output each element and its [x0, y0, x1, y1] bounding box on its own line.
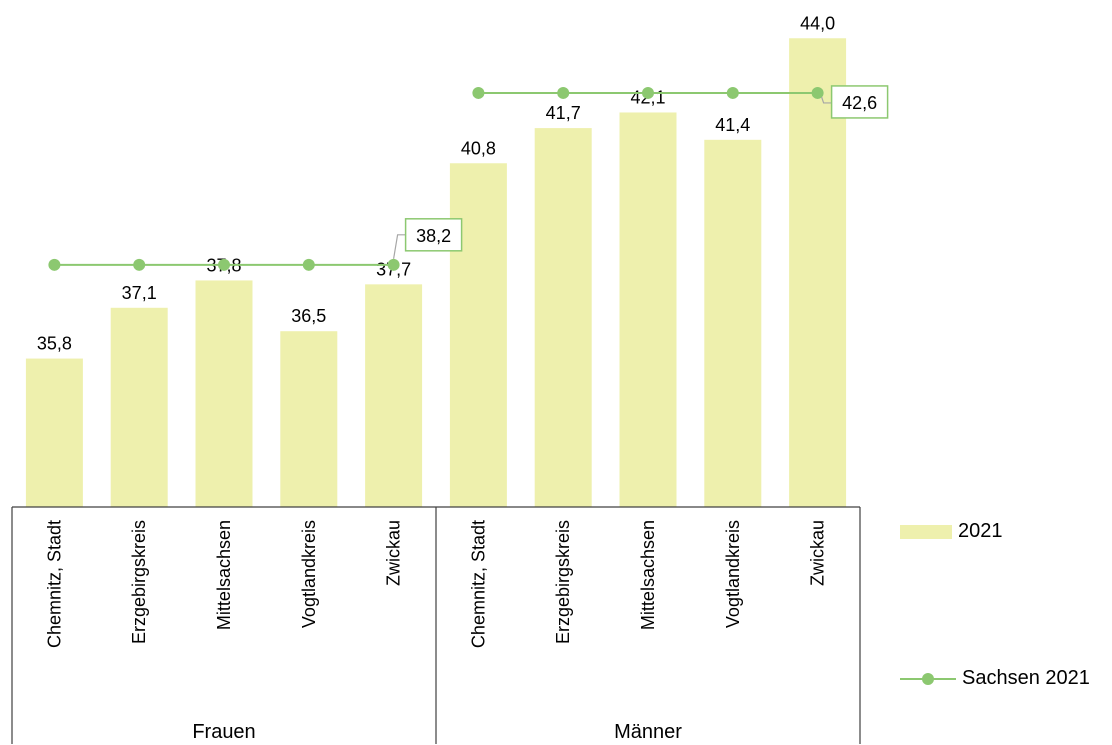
callout-box	[830, 85, 889, 119]
category-label: Vogtlandkreis	[299, 520, 319, 628]
bar	[449, 163, 507, 507]
bar-value-label: 41,7	[546, 103, 581, 123]
bar-value-label: 35,8	[37, 334, 72, 354]
category-label: Erzgebirgskreis	[129, 520, 149, 644]
callout-label: 42,6	[842, 93, 877, 113]
line-point	[557, 86, 570, 99]
legend-bar-label: 2021	[958, 520, 1003, 542]
line-point	[726, 86, 739, 99]
line-point	[133, 258, 146, 271]
bar	[619, 112, 677, 507]
bar	[534, 128, 592, 507]
category-label: Zwickau	[384, 520, 404, 586]
group-label: Männer	[614, 721, 682, 743]
legend-bar-swatch	[900, 524, 952, 539]
bar-value-label: 44,0	[800, 13, 835, 33]
bar-value-label: 40,8	[461, 138, 496, 158]
bar	[195, 280, 253, 507]
callout-box	[404, 218, 463, 252]
category-label: Mittelsachsen	[638, 520, 658, 630]
line-point	[387, 258, 400, 271]
bar-value-label: 41,4	[715, 115, 750, 135]
line-point	[811, 86, 824, 99]
line-point	[302, 258, 315, 271]
category-label: Zwickau	[808, 520, 828, 586]
bar	[25, 358, 83, 507]
group-label: Frauen	[192, 721, 255, 743]
bar	[365, 284, 423, 507]
bar-value-label: 36,5	[291, 306, 326, 326]
callout-leader	[393, 234, 406, 259]
callout-label: 38,2	[416, 226, 451, 246]
bar	[704, 139, 762, 507]
legend-line-swatch	[900, 672, 956, 685]
bar	[110, 307, 168, 507]
category-label: Chemnitz, Stadt	[468, 520, 488, 648]
bar-value-label: 37,1	[122, 283, 157, 303]
line-point	[472, 86, 485, 99]
category-label: Mittelsachsen	[214, 520, 234, 630]
legend-line-label: Sachsen 2021	[962, 667, 1090, 689]
callout-leader	[821, 96, 832, 104]
category-label: Erzgebirgskreis	[553, 520, 573, 644]
category-label: Vogtlandkreis	[723, 520, 743, 628]
legend-item-line: Sachsen 2021	[900, 667, 1090, 690]
bar	[280, 331, 338, 507]
category-label: Chemnitz, Stadt	[44, 520, 64, 648]
legend-item-bars: 2021	[900, 520, 1003, 543]
line-point	[642, 86, 654, 99]
line-point	[48, 258, 61, 271]
line-point	[218, 258, 230, 271]
